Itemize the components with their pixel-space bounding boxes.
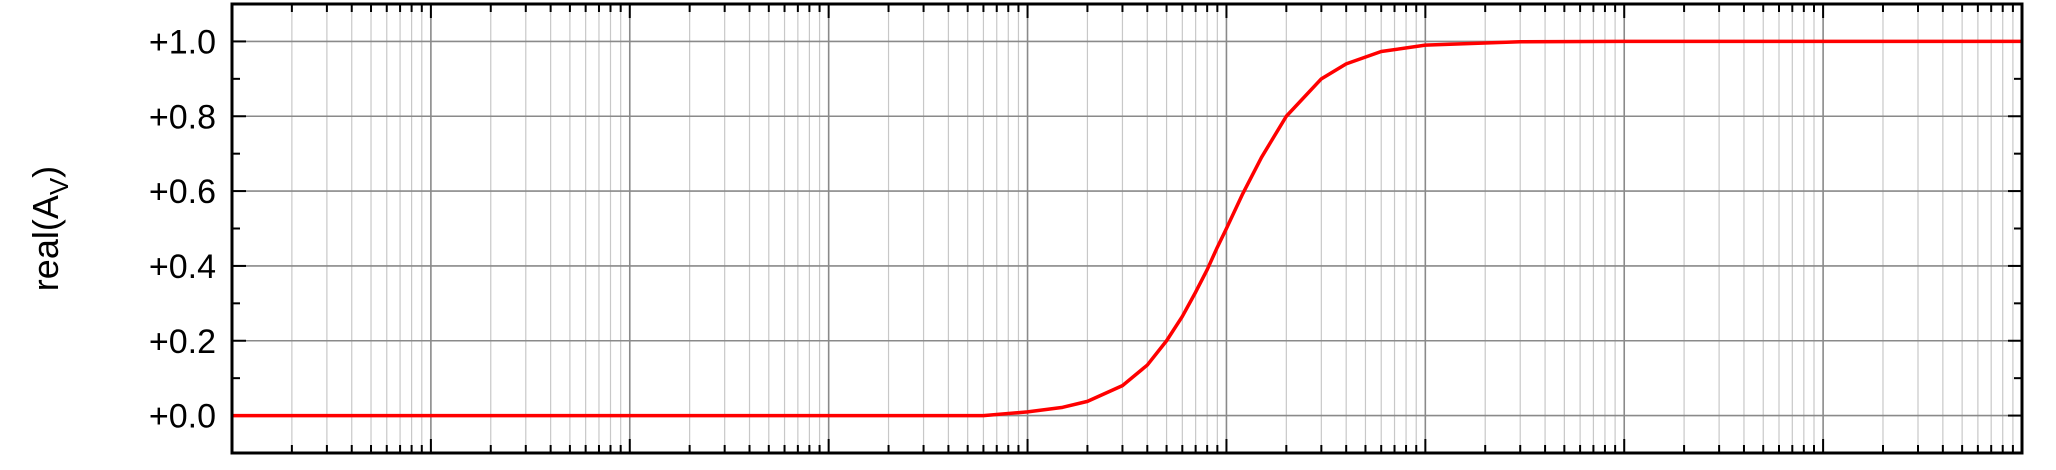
y-tick-label: +0.6 bbox=[149, 173, 216, 211]
y-tick-label: +0.4 bbox=[149, 248, 216, 286]
y-axis-label-subscript: V bbox=[44, 177, 74, 195]
y-tick-label: +0.8 bbox=[149, 98, 216, 136]
y-axis-label: real(AV) bbox=[25, 166, 74, 291]
y-axis-label-main: real(A bbox=[25, 195, 66, 291]
y-tick-label: +0.0 bbox=[149, 398, 216, 436]
y-tick-label: +0.2 bbox=[149, 323, 216, 361]
plot-frame bbox=[230, 2, 2024, 455]
series-line-1 bbox=[232, 39, 2022, 418]
series-layer bbox=[232, 39, 2022, 418]
tick-marks bbox=[232, 4, 2022, 453]
y-axis-label-suffix: ) bbox=[25, 166, 66, 178]
y-tick-labels: +0.0 +0.2 +0.4 +0.6 +0.8 +1.0 bbox=[149, 23, 216, 435]
grid bbox=[232, 4, 2022, 453]
y-tick-label: +1.0 bbox=[149, 23, 216, 61]
